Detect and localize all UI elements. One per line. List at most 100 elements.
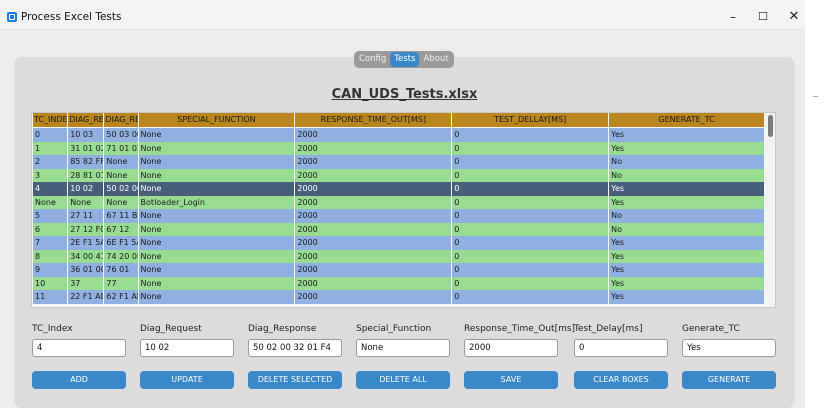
cell-tc-index: 8 (33, 249, 68, 263)
vertical-scrollbar[interactable] (765, 113, 775, 307)
cell-special-function: None (138, 290, 295, 304)
cell-tc-index: 2 (33, 155, 68, 169)
cell-diag-response: 67 11 BE (104, 209, 138, 223)
cell-diag-response: 71 01 02 (104, 141, 138, 155)
cell-special-function: Botloader_Login (138, 195, 295, 209)
title-bar: Process Excel Tests – ☐ ✕ (0, 0, 805, 30)
cell-generate-tc: No (609, 222, 764, 236)
cell-test-delay: 0 (452, 128, 609, 142)
test-delay-input[interactable] (574, 339, 668, 357)
diag-request-input[interactable] (140, 339, 234, 357)
cell-test-delay: 0 (452, 141, 609, 155)
close-icon[interactable]: ✕ (788, 9, 800, 24)
cell-special-function: None (138, 141, 295, 155)
column-header-generate-tc[interactable]: GENERATE_TC (609, 113, 764, 128)
cell-test-delay: 0 (452, 155, 609, 169)
table-row[interactable]: None None None Botloader_Login 2000 0 Yes (33, 195, 764, 209)
cell-generate-tc: No (609, 155, 764, 169)
clear-boxes-button[interactable]: CLEAR BOXES (574, 371, 668, 389)
app-icon (7, 12, 17, 22)
cell-tc-index: None (33, 195, 68, 209)
window-title: Process Excel Tests (21, 11, 122, 23)
generate-tc-input[interactable] (682, 339, 776, 357)
cell-diag-request: 10 02 (68, 182, 104, 196)
table-row[interactable]: 9 36 01 00 76 01 None 2000 0 Yes (33, 263, 764, 277)
cell-special-function: None (138, 168, 295, 182)
cell-special-function: None (138, 276, 295, 290)
cell-response-time-out: 2000 (295, 263, 452, 277)
table-row[interactable]: 3 28 81 01 None None 2000 0 No (33, 168, 764, 182)
cell-response-time-out: 2000 (295, 209, 452, 223)
tab-tests[interactable]: Tests (390, 52, 420, 67)
response-time-out-input[interactable] (464, 339, 558, 357)
response-time-out-label: Response_Time_Out[ms] (464, 324, 576, 334)
tc-index-input[interactable] (32, 339, 126, 357)
scrollbar-thumb[interactable] (768, 115, 773, 137)
cell-diag-request: 2E F1 5A (68, 236, 104, 250)
delete-selected-button[interactable]: DELETE SELECTED (248, 371, 342, 389)
cell-diag-response: None (104, 155, 138, 169)
column-header-test-delay[interactable]: TEST_DELLAY[MS] (452, 113, 609, 128)
update-button[interactable]: UPDATE (140, 371, 234, 389)
cell-tc-index: 1 (33, 141, 68, 155)
cell-tc-index: 9 (33, 263, 68, 277)
cell-test-delay: 0 (452, 236, 609, 250)
tab-about[interactable]: About (423, 54, 449, 64)
diag-response-label: Diag_Response (248, 324, 317, 334)
tc-index-label: TC_Index (32, 324, 73, 334)
cell-response-time-out: 2000 (295, 141, 452, 155)
tests-table[interactable]: TC_INDE DIAG_RE DIAG_RE SPECIAL_FUNCTION… (31, 112, 776, 308)
diag-response-input[interactable] (248, 339, 342, 357)
delete-all-button[interactable]: DELETE ALL (356, 371, 450, 389)
cell-diag-request: 10 03 (68, 128, 104, 142)
cell-generate-tc: Yes (609, 263, 764, 277)
cell-response-time-out: 2000 (295, 155, 452, 169)
save-button[interactable]: SAVE (464, 371, 558, 389)
add-button[interactable]: ADD (32, 371, 126, 389)
cell-generate-tc: Yes (609, 249, 764, 263)
cell-special-function: None (138, 155, 295, 169)
app-window: Process Excel Tests – ☐ ✕ Config Tests A… (0, 0, 805, 408)
cell-special-function: None (138, 236, 295, 250)
generate-button[interactable]: GENERATE (682, 371, 776, 389)
cell-diag-response: 67 12 (104, 222, 138, 236)
cell-test-delay: 0 (452, 195, 609, 209)
maximize-icon[interactable]: ☐ (758, 10, 768, 23)
cell-tc-index: 3 (33, 168, 68, 182)
cell-diag-request: 22 F1 AB (68, 290, 104, 304)
cell-diag-request: 27 12 F0 (68, 222, 104, 236)
cell-diag-request: 31 01 02 (68, 141, 104, 155)
cell-test-delay: 0 (452, 290, 609, 304)
column-header-special-function[interactable]: SPECIAL_FUNCTION (138, 113, 295, 128)
cell-diag-response: None (104, 195, 138, 209)
cell-diag-request: 85 82 FF (68, 155, 104, 169)
cell-tc-index: 0 (33, 128, 68, 142)
minimize-icon[interactable]: – (730, 10, 736, 24)
cell-generate-tc: Yes (609, 195, 764, 209)
table-header-row: TC_INDE DIAG_RE DIAG_RE SPECIAL_FUNCTION… (33, 113, 764, 128)
column-header-response-time-out[interactable]: RESPONSE_TIME_OUT[MS] (295, 113, 452, 128)
cell-diag-response: None (104, 168, 138, 182)
tab-config[interactable]: Config (359, 54, 387, 64)
cell-test-delay: 0 (452, 209, 609, 223)
cell-generate-tc: Yes (609, 276, 764, 290)
column-header-tc-index[interactable]: TC_INDE (33, 113, 68, 128)
table-row[interactable]: 2 85 82 FF None None 2000 0 No (33, 155, 764, 169)
cell-test-delay: 0 (452, 222, 609, 236)
cell-diag-response: 6E F1 5A (104, 236, 138, 250)
table-row[interactable]: 6 27 12 F0 67 12 None 2000 0 No (33, 222, 764, 236)
table-row[interactable]: 10 37 77 None 2000 0 Yes (33, 276, 764, 290)
divider (813, 96, 818, 97)
column-header-diag-response[interactable]: DIAG_RE (104, 113, 138, 128)
special-function-input[interactable] (356, 339, 450, 357)
cell-response-time-out: 2000 (295, 276, 452, 290)
column-header-diag-request[interactable]: DIAG_RE (68, 113, 104, 128)
